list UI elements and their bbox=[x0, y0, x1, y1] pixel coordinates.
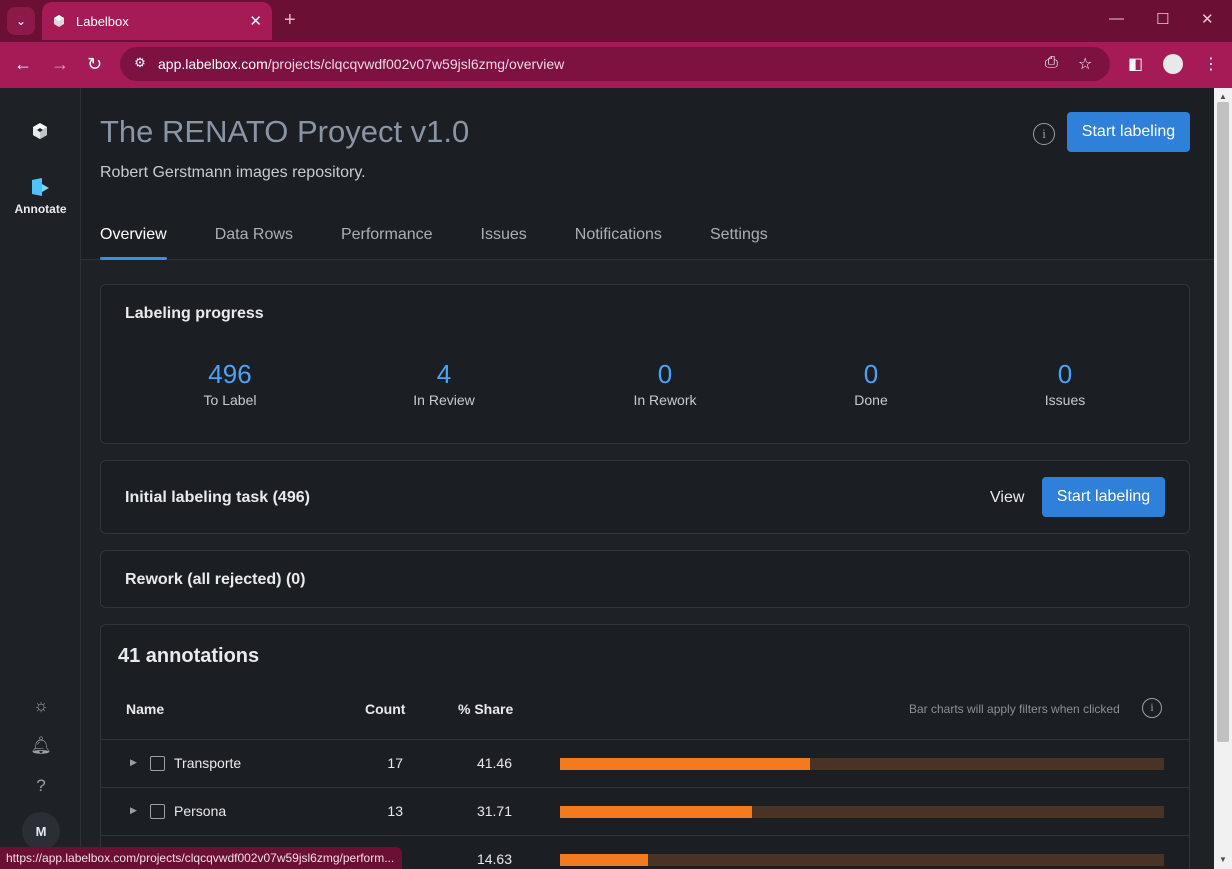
stat-label: Issues bbox=[1044, 392, 1086, 408]
overview-content: Labeling progress 496 To Label 4 In Revi… bbox=[81, 260, 1214, 869]
tab-settings[interactable]: Settings bbox=[709, 226, 768, 243]
stat-label: Done bbox=[854, 392, 888, 408]
side-panel-icon[interactable]: ◧ bbox=[1128, 56, 1144, 73]
feature-count: 17 bbox=[387, 755, 403, 771]
help-icon[interactable]: ? bbox=[36, 776, 46, 795]
page-scrollbar[interactable]: ▲ ▼ bbox=[1214, 88, 1232, 869]
rework-card: Rework (all rejected) (0) bbox=[100, 550, 1190, 608]
tab-performance[interactable]: Performance bbox=[340, 226, 433, 243]
stat-label: To Label bbox=[203, 392, 257, 408]
stat-to-label[interactable]: 496 To Label bbox=[150, 359, 310, 408]
row-checkbox[interactable] bbox=[150, 756, 165, 771]
column-header-share[interactable]: % Share bbox=[458, 701, 514, 717]
reload-icon[interactable]: ↻ bbox=[87, 54, 103, 74]
share-bar-fill bbox=[560, 806, 752, 818]
project-header: The RENATO Proyect v1.0 Robert Gerstmann… bbox=[81, 88, 1214, 260]
install-app-icon[interactable]: ⎙ bbox=[1045, 54, 1058, 71]
stat-label: In Rework bbox=[633, 392, 697, 408]
annotations-count-heading: 41 annotations bbox=[118, 645, 260, 667]
stat-value: 0 bbox=[657, 359, 673, 389]
expand-caret-icon[interactable]: ▶ bbox=[130, 757, 137, 767]
labelbox-logo-icon[interactable] bbox=[31, 122, 49, 140]
feature-share: 14.63 bbox=[476, 851, 512, 867]
labeling-progress-title: Labeling progress bbox=[125, 305, 264, 322]
project-tabs: Overview Data Rows Performance Issues No… bbox=[100, 226, 816, 260]
maximize-icon[interactable]: ☐ bbox=[1156, 11, 1170, 28]
feature-share: 41.46 bbox=[476, 755, 512, 771]
hint-info-icon[interactable]: i bbox=[1142, 698, 1162, 718]
annotate-label[interactable]: Annotate bbox=[14, 202, 67, 216]
table-row[interactable]: ▶ Transporte 17 41.46 bbox=[101, 739, 1189, 787]
share-bar[interactable] bbox=[560, 854, 1164, 866]
browser-tab-strip: ⌄ Labelbox ✕ + — ☐ ✕ bbox=[0, 0, 1232, 42]
stat-value: 496 bbox=[208, 359, 252, 389]
column-header-name[interactable]: Name bbox=[126, 701, 165, 717]
user-avatar[interactable]: M bbox=[22, 812, 60, 850]
share-bar[interactable] bbox=[560, 758, 1164, 770]
browser-toolbar: ← → ↻ ⚙ app.labelbox.com/projects/clqcqv… bbox=[0, 42, 1232, 88]
scroll-down-arrow-icon[interactable]: ▼ bbox=[1219, 855, 1227, 864]
address-bar[interactable]: ⚙ app.labelbox.com/projects/clqcqvwdf002… bbox=[120, 47, 1110, 81]
project-info-icon[interactable]: i bbox=[1033, 123, 1055, 145]
stat-label: In Review bbox=[413, 392, 475, 408]
stat-value: 4 bbox=[436, 359, 452, 389]
tab-close-icon[interactable]: ✕ bbox=[249, 13, 262, 30]
share-bar-fill bbox=[560, 854, 649, 866]
tab-data-rows[interactable]: Data Rows bbox=[214, 226, 293, 243]
stat-value: 0 bbox=[1057, 359, 1073, 389]
row-checkbox[interactable] bbox=[150, 804, 165, 819]
stat-done[interactable]: 0 Done bbox=[791, 359, 951, 408]
rework-title: Rework (all rejected) (0) bbox=[125, 571, 306, 588]
annotate-icon[interactable] bbox=[29, 176, 51, 198]
scroll-up-arrow-icon[interactable]: ▲ bbox=[1219, 92, 1227, 101]
window-close-icon[interactable]: ✕ bbox=[1201, 11, 1214, 28]
tab-title: Labelbox bbox=[76, 13, 129, 29]
annotations-card: 41 annotations Name Count % Share Bar ch… bbox=[100, 624, 1190, 869]
table-row[interactable]: ▶ Persona 13 31.71 bbox=[101, 787, 1189, 835]
forward-icon[interactable]: → bbox=[51, 54, 69, 74]
stat-issues[interactable]: 0 Issues bbox=[985, 359, 1145, 408]
stat-in-review[interactable]: 4 In Review bbox=[364, 359, 524, 408]
notifications-bell-icon[interactable]: 🔔︎ bbox=[30, 736, 52, 755]
scrollbar-thumb[interactable] bbox=[1217, 102, 1229, 742]
labelbox-favicon-icon bbox=[54, 15, 64, 27]
share-bar-fill bbox=[560, 758, 811, 770]
tab-search-button[interactable]: ⌄ bbox=[7, 7, 35, 35]
tab-overview[interactable]: Overview bbox=[100, 226, 167, 260]
browser-menu-icon[interactable]: ⋮ bbox=[1203, 56, 1219, 73]
theme-toggle-icon[interactable]: ☼ bbox=[33, 696, 49, 715]
app-sidebar: Annotate ☼ 🔔︎ ? M bbox=[0, 88, 81, 869]
share-bar[interactable] bbox=[560, 806, 1164, 818]
feature-count: 13 bbox=[387, 803, 403, 819]
project-description: Robert Gerstmann images repository. bbox=[100, 164, 366, 181]
view-task-link[interactable]: View bbox=[990, 489, 1025, 506]
browser-profile-avatar[interactable] bbox=[1163, 54, 1183, 74]
tab-issues[interactable]: Issues bbox=[480, 226, 527, 243]
project-title: The RENATO Proyect v1.0 bbox=[100, 114, 470, 149]
back-icon[interactable]: ← bbox=[14, 54, 32, 74]
feature-share: 31.71 bbox=[476, 803, 512, 819]
start-labeling-button[interactable]: Start labeling bbox=[1067, 112, 1190, 152]
link-status-bubble: https://app.labelbox.com/projects/clqcqv… bbox=[0, 847, 403, 869]
labeling-progress-card: Labeling progress 496 To Label 4 In Revi… bbox=[100, 284, 1190, 444]
table-row[interactable]: ▶ 14.63 bbox=[101, 835, 1189, 869]
feature-name: Persona bbox=[174, 803, 227, 819]
task-title: Initial labeling task (496) bbox=[125, 489, 310, 506]
bookmark-star-icon[interactable]: ☆ bbox=[1078, 56, 1093, 73]
stat-in-rework[interactable]: 0 In Rework bbox=[585, 359, 745, 408]
initial-labeling-task-card: Initial labeling task (496) View Start l… bbox=[100, 460, 1190, 534]
browser-tab[interactable]: Labelbox ✕ bbox=[42, 2, 272, 40]
main-area: The RENATO Proyect v1.0 Robert Gerstmann… bbox=[81, 88, 1214, 869]
tab-notifications[interactable]: Notifications bbox=[574, 226, 662, 243]
column-header-count[interactable]: Count bbox=[365, 701, 406, 717]
bar-chart-hint: Bar charts will apply filters when click… bbox=[909, 702, 1120, 716]
minimize-icon[interactable]: — bbox=[1109, 10, 1124, 27]
site-info-icon[interactable]: ⚙ bbox=[134, 55, 146, 70]
task-start-labeling-button[interactable]: Start labeling bbox=[1042, 477, 1165, 517]
feature-name: Transporte bbox=[174, 755, 242, 771]
url-text: app.labelbox.com/projects/clqcqvwdf002v0… bbox=[158, 56, 565, 72]
new-tab-icon[interactable]: + bbox=[284, 9, 296, 31]
stat-value: 0 bbox=[863, 359, 879, 389]
expand-caret-icon[interactable]: ▶ bbox=[130, 805, 137, 815]
